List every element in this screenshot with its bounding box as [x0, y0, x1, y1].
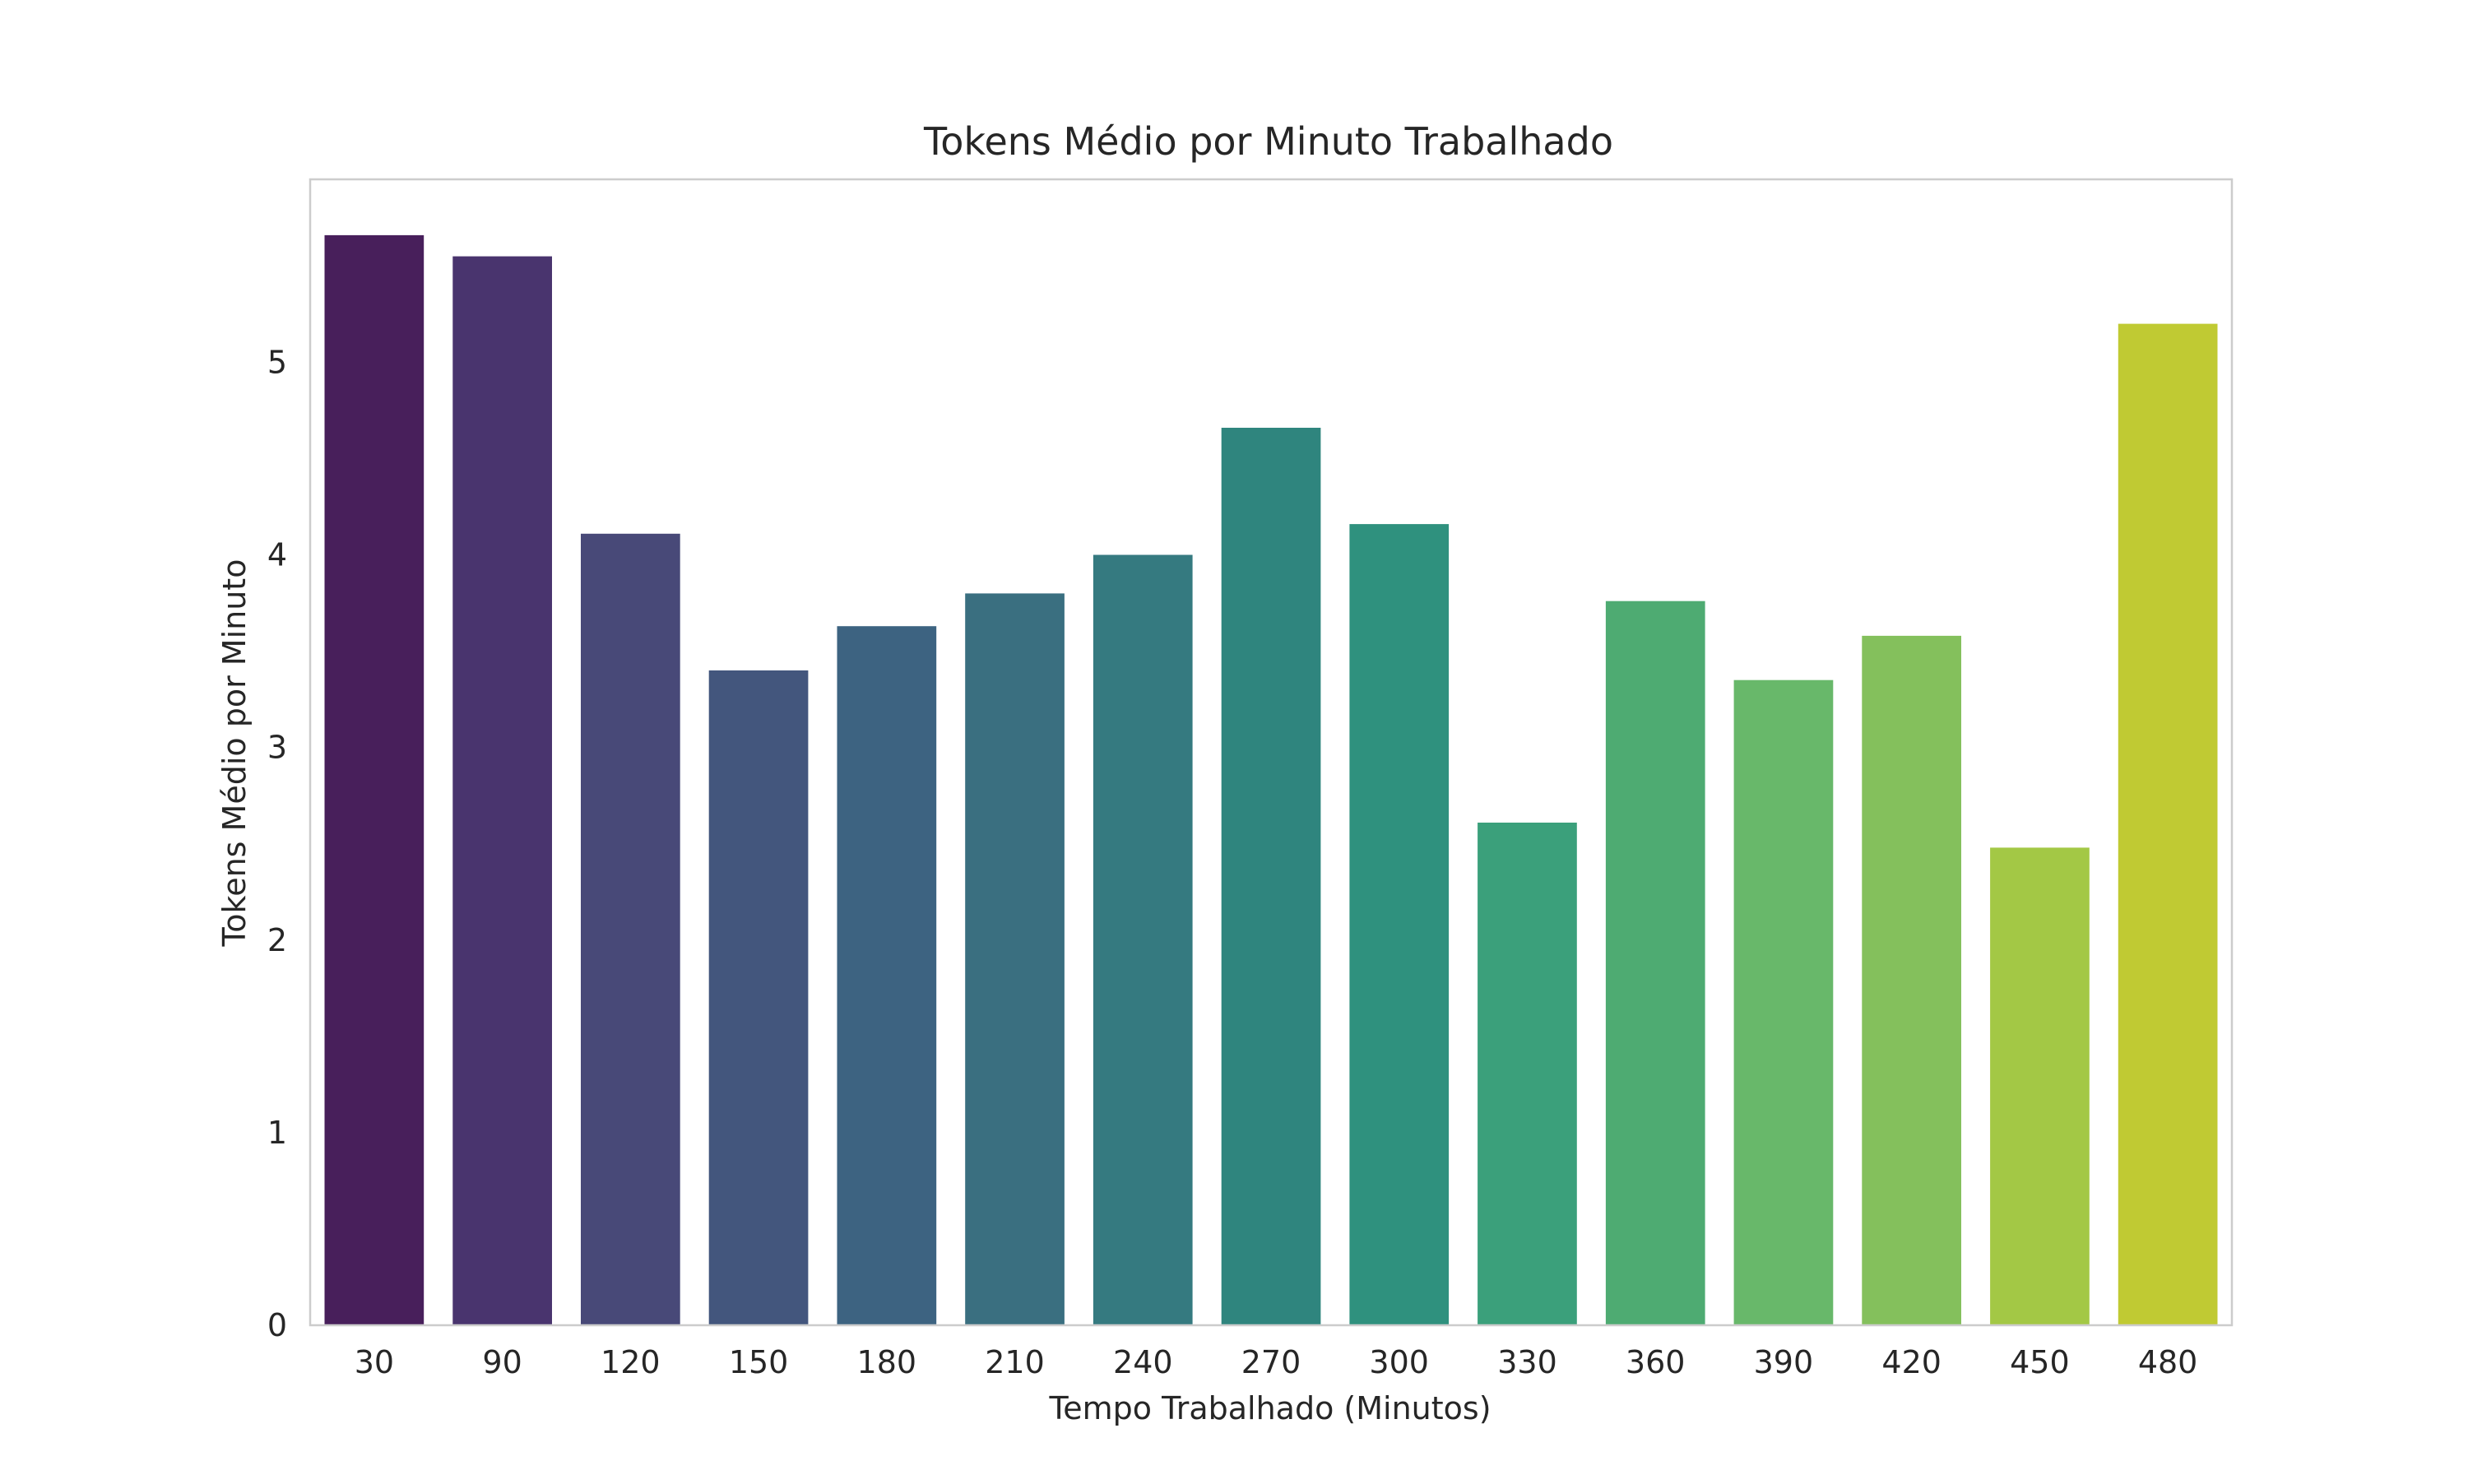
- bar-30: [324, 234, 424, 1325]
- bar-420: [1862, 635, 1961, 1325]
- x-tick-label: 360: [1626, 1344, 1686, 1380]
- x-tick-label: 480: [2138, 1344, 2198, 1380]
- bar-150: [708, 670, 809, 1325]
- x-tick-label: 450: [2010, 1344, 2070, 1380]
- bar-360: [1605, 601, 1705, 1325]
- bar-180: [837, 626, 937, 1325]
- x-tick-label: 150: [729, 1344, 789, 1380]
- y-tick-label: 3: [267, 730, 287, 766]
- y-tick-label: 1: [267, 1115, 287, 1151]
- x-axis-ticks: 30 90 120 150 180 210 240 270 300 330 360 390 420 450…: [355, 1344, 2198, 1380]
- plot-frame: [308, 178, 2234, 1327]
- x-axis-label: Tempo Trabalhado (Minutos): [1048, 1390, 1491, 1426]
- bar-480: [2118, 323, 2218, 1326]
- bar-300: [1349, 524, 1450, 1325]
- y-tick-label: 2: [267, 922, 287, 958]
- x-tick-label: 180: [857, 1344, 917, 1380]
- x-tick-label: 390: [1754, 1344, 1814, 1380]
- x-tick-label: 90: [482, 1344, 522, 1380]
- x-tick-label: 30: [355, 1344, 394, 1380]
- x-tick-label: 240: [1113, 1344, 1173, 1380]
- y-tick-label: 0: [267, 1307, 287, 1343]
- y-tick-label: 4: [267, 537, 287, 573]
- x-tick-label: 420: [1881, 1344, 1941, 1380]
- chart-title: Tokens Médio por Minuto Trabalhado: [923, 119, 1613, 164]
- bar-120: [581, 533, 680, 1325]
- bar-270: [1221, 428, 1321, 1325]
- bar-450: [1990, 847, 2090, 1325]
- bar-90: [452, 256, 552, 1326]
- y-axis-label: Tokens Médio por Minuto: [216, 559, 253, 948]
- bar-240: [1093, 554, 1193, 1325]
- x-tick-label: 210: [985, 1344, 1045, 1380]
- bars-layer: [324, 234, 2218, 1326]
- x-tick-label: 270: [1241, 1344, 1301, 1380]
- bar-210: [965, 593, 1065, 1325]
- y-axis-ticks: 0 1 2 3 4 5: [267, 344, 287, 1343]
- x-tick-label: 330: [1497, 1344, 1557, 1380]
- bar-390: [1733, 679, 1834, 1325]
- x-tick-label: 300: [1369, 1344, 1429, 1380]
- x-tick-label: 120: [601, 1344, 661, 1380]
- bar-330: [1478, 823, 1577, 1325]
- y-tick-label: 5: [267, 344, 287, 380]
